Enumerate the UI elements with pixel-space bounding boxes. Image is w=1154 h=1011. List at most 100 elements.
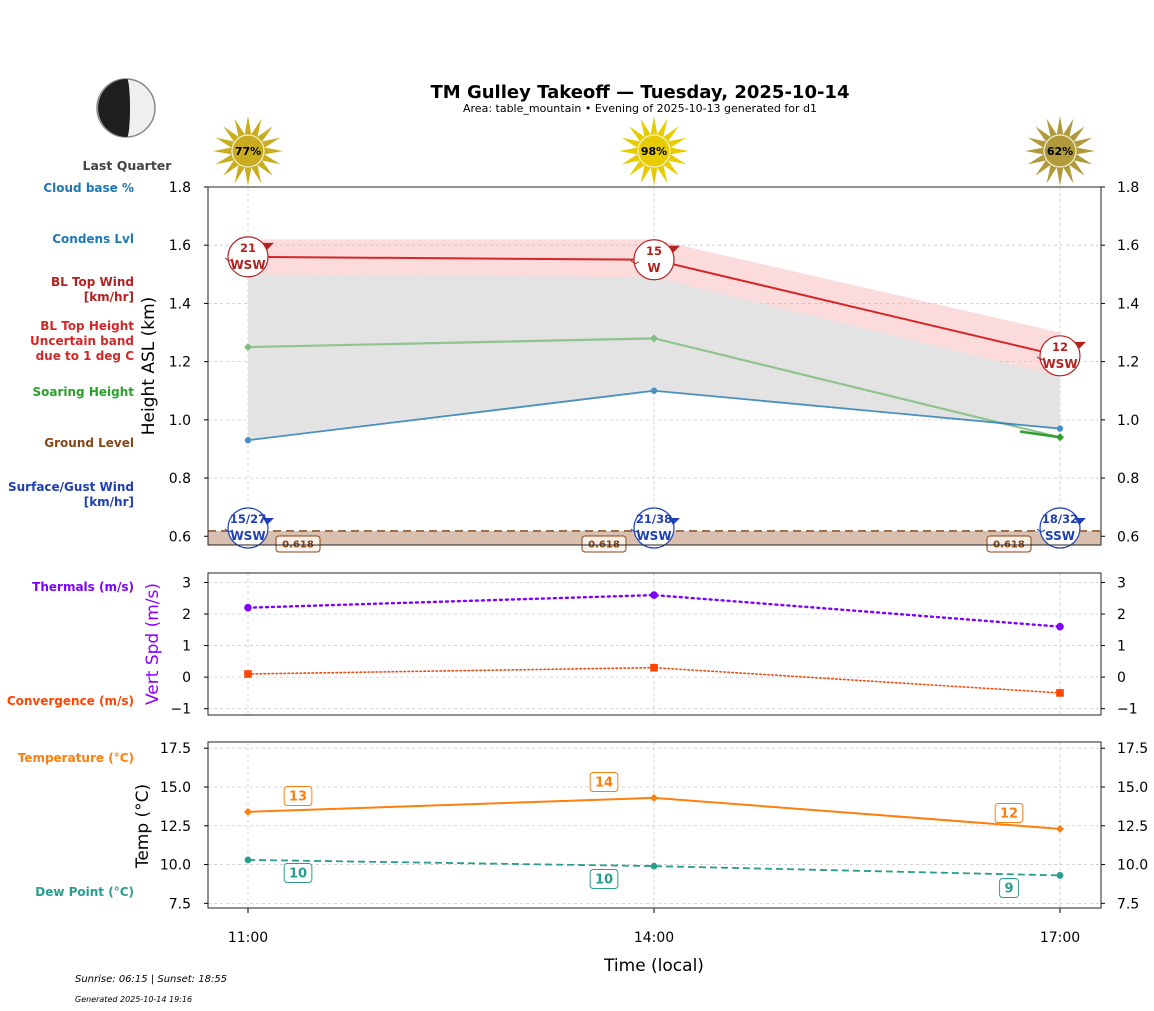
svg-text:12: 12 <box>1000 807 1018 822</box>
svg-text:59 %: 59 % <box>582 0 626 4</box>
cloud-base-label: 59 % <box>582 0 626 4</box>
cloud-base-label: 87 % <box>987 0 1031 4</box>
soaring-marker <box>650 334 658 343</box>
condens-label: 0.97 <box>989 0 1028 4</box>
bl-top-wind-marker: 15 W <box>630 239 680 281</box>
wind-speed: 15 <box>646 244 662 258</box>
svg-text:13: 13 <box>289 790 307 805</box>
bl-top-label: 1.55 <box>677 0 716 4</box>
temperature-label: 14 <box>589 772 619 792</box>
sun-icon: 62% <box>1025 116 1095 186</box>
y-tick-label-left: 2 <box>182 607 191 623</box>
sun-times: Sunrise: 06:15 | Sunset: 18:55 <box>75 974 228 985</box>
wind-arrow-icon <box>1075 518 1086 525</box>
y-axis-label-temp: Temp (°C) <box>133 784 153 869</box>
y-tick-label-left: 7.5 <box>169 896 191 912</box>
y-tick-label-right: 1.4 <box>1117 296 1139 312</box>
wind-circle <box>1039 335 1081 377</box>
thermals-marker <box>1056 622 1064 631</box>
svg-text:1.6: 1.6 <box>995 0 1023 4</box>
wind-arrow-icon <box>263 242 274 250</box>
y-axis-label-height: Height ASL (km) <box>139 297 159 436</box>
temperature-marker <box>1056 824 1064 833</box>
wind-speed: 18/32 <box>1042 512 1078 526</box>
thermals-label: 2.6 <box>590 0 618 4</box>
label-thermals: Thermals (m/s) <box>32 580 134 594</box>
y-tick-label-right: 1.2 <box>1117 355 1139 371</box>
label-convergence: Convergence (m/s) <box>6 694 134 708</box>
dew-point-label: 9 <box>999 878 1019 898</box>
y-tick-label-left: 1.2 <box>169 355 191 371</box>
panel-frame <box>207 741 1102 909</box>
y-tick-label-right: 0.8 <box>1117 471 1139 487</box>
surface-wind-marker: 18/32 SSW <box>1036 507 1086 549</box>
dew-point-marker <box>650 862 658 870</box>
svg-text:1.56: 1.56 <box>185 0 224 4</box>
soaring-marker <box>244 343 252 352</box>
y-tick-label-right: 0.6 <box>1117 529 1139 545</box>
wind-arrow-icon <box>263 518 274 525</box>
y-axis-label-vert-spd: Vert Spd (m/s) <box>143 583 163 705</box>
label-dew-point: Dew Point (°C) <box>35 885 134 899</box>
wind-barb <box>1036 528 1046 533</box>
thermals-label: 2.2 <box>284 0 312 4</box>
y-tick-label-right: 15.0 <box>1117 780 1148 796</box>
moon-last-quarter-icon <box>96 78 156 138</box>
wind-barb <box>224 257 234 262</box>
convergence-label: 0.3 <box>590 0 618 4</box>
temperature-label: 12 <box>994 803 1024 823</box>
y-tick-label-left: 3 <box>182 575 191 591</box>
label-bl-top-height: BL Top Height Uncertain band due to 1 de… <box>30 319 134 363</box>
condens-label: 0.93 <box>278 0 317 4</box>
soaring-height-label: 1.25 <box>278 0 317 4</box>
label-cloud-base: Cloud base % <box>43 181 134 195</box>
wind-speed: 21 <box>240 241 256 255</box>
svg-text:0.97: 0.97 <box>989 0 1028 4</box>
wind-speed: 12 <box>1052 340 1068 354</box>
soaring-height-line-end <box>1019 430 1061 439</box>
dew-point-marker <box>1056 872 1064 879</box>
y-tick-label-left: 0.6 <box>169 529 191 545</box>
svg-text:0.93: 0.93 <box>278 0 317 4</box>
svg-text:9: 9 <box>1004 882 1013 897</box>
label-ground-level: Ground Level <box>44 436 134 450</box>
wind-direction: WSW <box>636 529 671 543</box>
wind-barb <box>224 528 234 533</box>
y-tick-label-right: 1.6 <box>1117 238 1139 254</box>
wind-direction: WSW <box>1042 357 1077 371</box>
wind-arrow-icon <box>669 245 680 253</box>
label-temperature: Temperature (°C) <box>17 751 134 765</box>
y-tick-label-left: 10.0 <box>160 858 191 874</box>
ground-level-label: 0.618 <box>581 535 627 553</box>
temperature-label: 13 <box>283 786 313 806</box>
condens-marker <box>244 437 252 444</box>
soaring-height-label: 1.28 <box>584 0 623 4</box>
sun-percent-label: 77% <box>235 145 261 158</box>
y-tick-label-right: 3 <box>1117 575 1126 591</box>
temperature-marker <box>650 793 658 802</box>
panel-frame <box>207 186 1102 546</box>
y-tick-label-right: 1.8 <box>1117 180 1139 196</box>
temperature-marker <box>244 807 252 816</box>
y-tick-label-left: 1 <box>182 639 191 655</box>
y-tick-label-left: 1.4 <box>169 296 191 312</box>
page-subtitle: Area: table_mountain • Evening of 2025-1… <box>463 102 817 115</box>
y-tick-label-left: 0.8 <box>169 471 191 487</box>
sun-icon: 77% <box>213 116 283 186</box>
wind-circle <box>633 239 675 281</box>
soaring-height-label: 0.94 <box>989 0 1028 4</box>
svg-text:0.94: 0.94 <box>989 0 1028 4</box>
y-tick-label-right: 10.0 <box>1117 858 1148 874</box>
bl-top-wind-marker: 12 WSW <box>1036 335 1086 377</box>
x-axis-label: Time (local) <box>603 956 704 976</box>
svg-text:1.55: 1.55 <box>677 0 716 4</box>
dew-point-line <box>247 859 1061 877</box>
wind-direction: W <box>647 261 660 275</box>
wind-circle <box>1039 507 1081 549</box>
sun-disc <box>231 134 265 168</box>
wind-direction: SSW <box>1045 529 1075 543</box>
panel-frame <box>207 572 1102 716</box>
sun-icon: 98% <box>619 116 689 186</box>
wind-speed: 21/38 <box>636 512 672 526</box>
